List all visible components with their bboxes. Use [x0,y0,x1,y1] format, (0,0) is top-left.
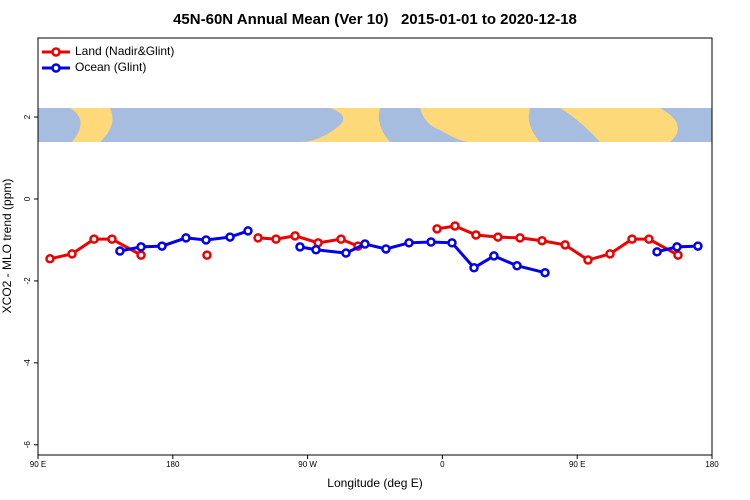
point [426,237,436,247]
legend-label: Ocean (Glint) [75,60,146,74]
point [181,233,191,243]
x-tick-label: 180 [166,460,180,469]
point [489,251,499,261]
point [253,233,263,243]
point [652,247,662,257]
y-tick-label: 0 [23,196,32,201]
point [336,234,346,244]
point [311,245,321,255]
point [447,238,457,248]
point [605,249,615,259]
point [537,236,547,246]
x-tick-label: 0 [440,460,445,469]
legend-marker [51,63,61,73]
point [583,255,593,265]
point [243,226,253,236]
point [432,224,442,234]
point [341,248,351,258]
point [493,232,503,242]
point [540,267,550,278]
point [225,232,235,242]
point [450,221,460,231]
point [295,242,305,252]
plot-frame [37,37,713,456]
point [360,239,370,249]
point [115,246,125,256]
x-tick-label: 180 [705,460,719,469]
point [560,240,570,250]
point [271,234,281,244]
y-axis-label: XCO2 - MLO trend (ppm) [0,179,14,314]
point [201,235,211,245]
point [471,230,481,240]
y-tick-label: -4 [23,359,32,367]
chart-title: 45N-60N Annual Mean (Ver 10) 2015-01-01 … [173,11,577,28]
legend-marker [51,47,61,57]
point [515,233,525,243]
x-tick-label: 90 E [569,460,585,469]
point [107,234,117,244]
legend-label: Land (Nadir&Glint) [75,44,174,58]
point [627,234,637,244]
point [136,242,146,252]
point [89,234,99,244]
point [290,231,300,241]
point [512,261,522,271]
point [673,250,683,260]
x-axis-label: Longitude (deg E) [327,476,422,490]
point [67,249,77,259]
point [136,250,146,260]
x-tick-label: 90 E [30,460,46,469]
point [157,241,167,251]
point [45,254,55,264]
point [381,244,391,254]
point [404,238,414,248]
map-band [38,108,712,142]
point [644,234,654,244]
x-tick-label: 90 W [298,460,317,469]
y-tick-label: -2 [23,277,32,285]
point [693,241,703,251]
point [469,263,479,273]
point [672,242,682,252]
y-tick-label: 2 [23,114,32,119]
y-tick-label: -6 [23,441,32,449]
point [202,250,212,260]
